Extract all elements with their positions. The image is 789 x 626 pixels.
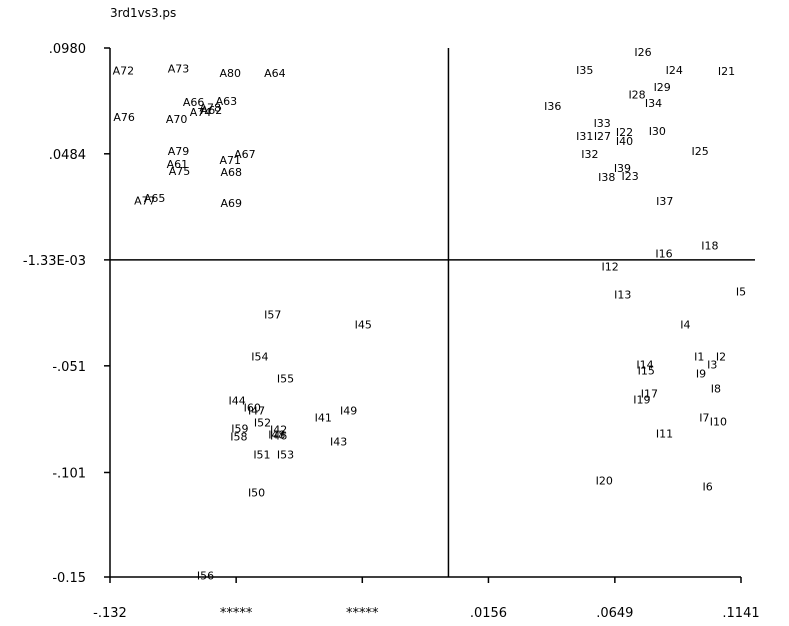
point-label: I20: [596, 475, 613, 488]
point-label: A70: [166, 113, 188, 126]
point-label: A74: [190, 106, 212, 119]
point-label: I54: [251, 350, 268, 363]
point-label: A72: [113, 64, 135, 77]
point-label: I58: [230, 430, 247, 443]
point-label: I56: [197, 570, 214, 583]
point-label: I32: [581, 148, 598, 161]
point-label: I53: [277, 448, 294, 461]
point-label: I43: [330, 435, 347, 448]
point-label: I50: [248, 487, 265, 500]
y-tick-label: .0484: [49, 148, 86, 163]
point-label: I34: [645, 97, 662, 110]
x-tick-label: -.132: [93, 606, 127, 621]
x-tick-label: .1141: [722, 606, 759, 621]
point-label: I24: [666, 64, 683, 77]
point-label: I17: [641, 387, 658, 400]
point-label: I8: [711, 382, 721, 395]
point-label: I29: [654, 81, 671, 94]
point-label: I3: [707, 359, 717, 372]
point-label: A64: [264, 67, 286, 80]
point-label: I35: [576, 64, 593, 77]
point-label: I11: [656, 427, 673, 440]
point-label: I37: [656, 195, 673, 208]
point-label: I52: [254, 416, 271, 429]
point-label: I46: [270, 429, 287, 442]
x-tick-label: .0649: [596, 606, 633, 621]
y-tick-label: -.101: [52, 466, 86, 481]
point-label: I38: [598, 171, 615, 184]
point-label: I44: [228, 394, 245, 407]
point-label: A65: [144, 192, 166, 205]
point-label: I31: [576, 130, 593, 143]
x-tick-label: .0156: [470, 606, 507, 621]
point-label: A71: [219, 154, 241, 167]
point-label: A78: [199, 102, 221, 115]
point-label: I1: [694, 350, 704, 363]
point-label: A75: [169, 165, 191, 178]
y-tick-label: -0.15: [52, 571, 86, 586]
point-label: I57: [264, 308, 281, 321]
figure-title: 3rd1vs3.ps: [110, 6, 177, 20]
point-label: I51: [253, 448, 270, 461]
point-label: I42: [270, 423, 287, 436]
point-label: I49: [340, 404, 357, 417]
point-label: A73: [168, 62, 190, 75]
x-tick-label: *****: [220, 606, 253, 621]
point-label: A62: [201, 104, 223, 117]
point-label: I16: [655, 248, 672, 261]
point-label: I45: [355, 318, 372, 331]
point-label: I55: [277, 372, 294, 385]
point-label: I10: [710, 415, 727, 428]
point-label: I15: [638, 365, 655, 378]
point-label: A79: [168, 145, 190, 158]
point-label: A63: [216, 95, 238, 108]
point-label: A80: [219, 67, 241, 80]
point-label: I26: [634, 46, 651, 59]
point-label: A77: [134, 195, 156, 208]
point-label: A67: [234, 148, 256, 161]
point-label: I48: [268, 428, 285, 441]
point-label: I27: [594, 130, 611, 143]
point-label: I25: [692, 145, 709, 158]
crosshair: [110, 48, 755, 577]
point-label: A69: [221, 197, 243, 210]
point-label: I7: [699, 411, 709, 424]
x-tick-label: *****: [346, 606, 379, 621]
y-tick-label: .0980: [49, 42, 86, 57]
y-tick-label: -1.33E-03: [23, 254, 86, 269]
point-label: I41: [315, 411, 332, 424]
point-label: I39: [614, 162, 631, 175]
point-label: I33: [594, 117, 611, 130]
point-label: I47: [248, 404, 265, 417]
point-label: I9: [696, 368, 706, 381]
point-label: I36: [544, 100, 561, 113]
point-label: I14: [636, 359, 653, 372]
point-label: I12: [602, 261, 619, 274]
point-label: I4: [680, 318, 690, 331]
point-label: I60: [244, 401, 261, 414]
point-label: I59: [231, 422, 248, 435]
point-label: I22: [616, 126, 633, 139]
point-label: I18: [701, 239, 718, 252]
point-label: I5: [736, 286, 746, 299]
point-label: I28: [628, 88, 645, 101]
point-label: I40: [616, 135, 633, 148]
point-label: A66: [183, 96, 205, 109]
point-label: A76: [113, 111, 135, 124]
point-label: I23: [622, 170, 639, 183]
point-label: I6: [703, 481, 713, 494]
point-label: I30: [649, 125, 666, 138]
point-label: I21: [718, 65, 735, 78]
point-label: A61: [167, 158, 189, 171]
axes: .0980 .0484 -1.33E-03 -.051 -.101 -0.15 -.132 *…: [23, 42, 760, 621]
point-label: I2: [716, 350, 726, 363]
y-tick-label: -.051: [52, 360, 86, 375]
point-label: I13: [614, 289, 631, 302]
point-label: A68: [221, 166, 243, 179]
point-label: I19: [633, 394, 650, 407]
